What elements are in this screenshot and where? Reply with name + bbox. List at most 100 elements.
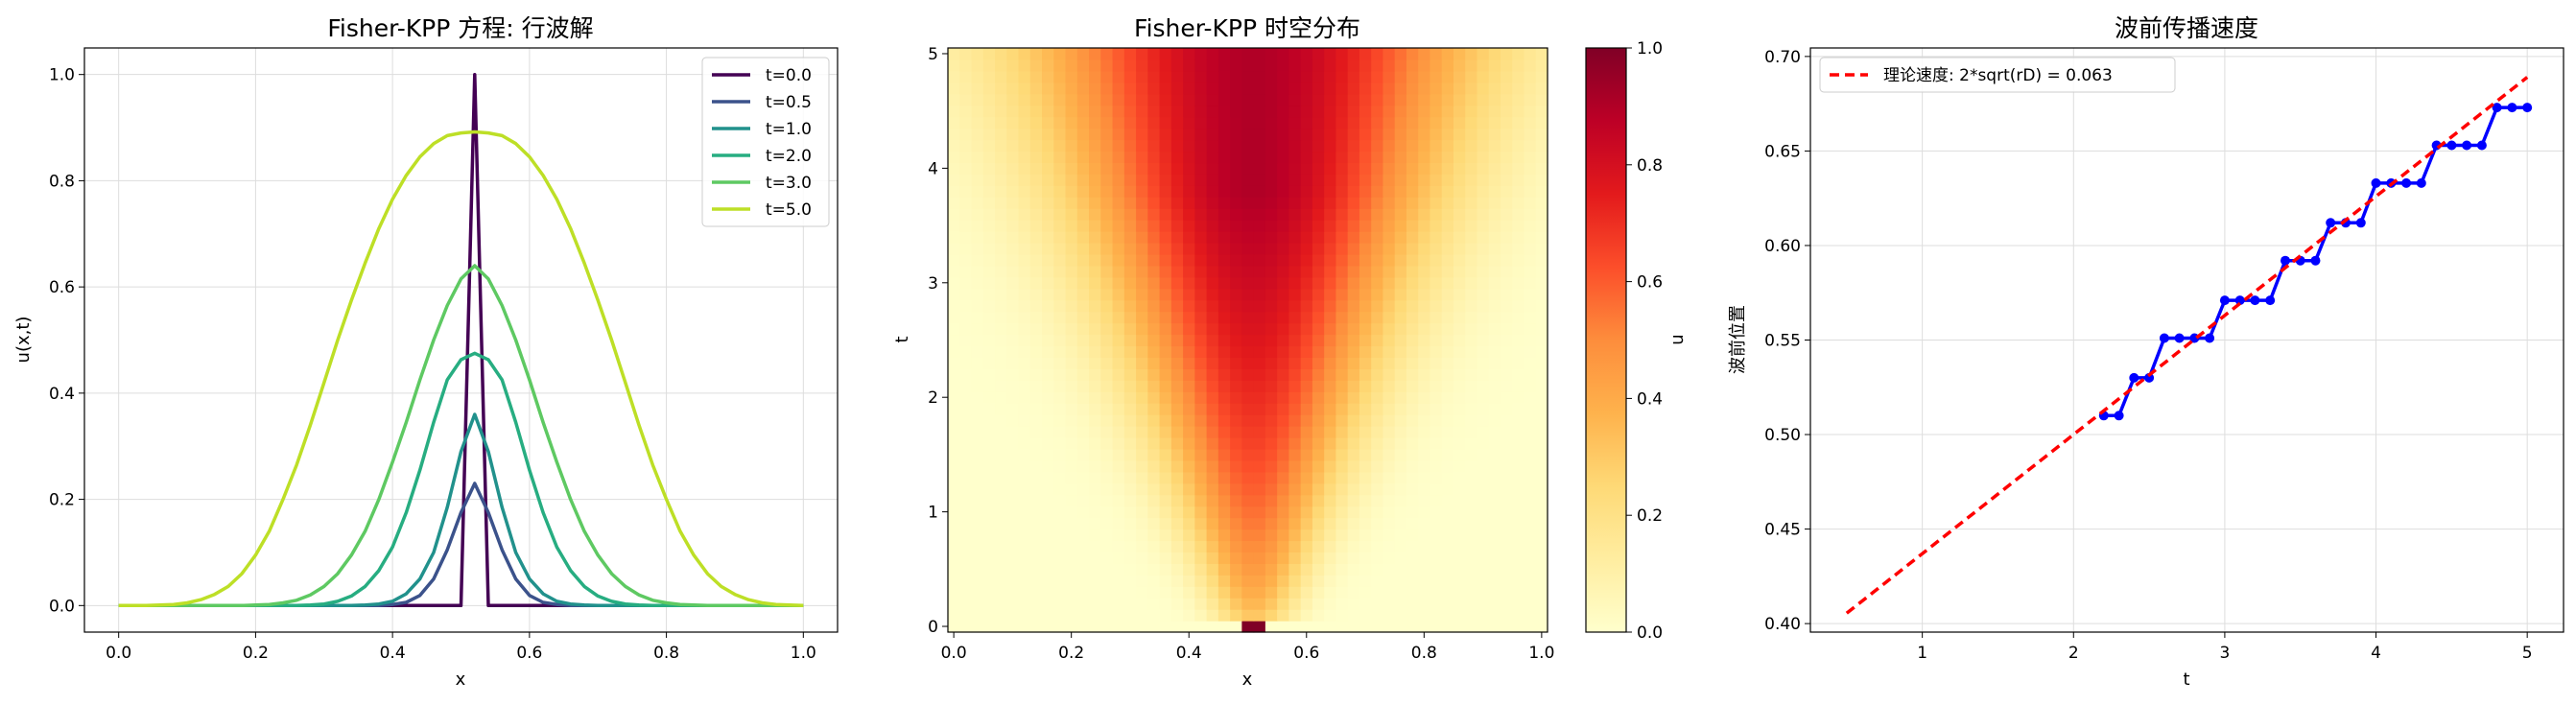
heatmap-cell bbox=[1277, 322, 1289, 336]
heatmap-cell bbox=[1089, 208, 1101, 221]
heatmap-cell bbox=[995, 253, 1007, 267]
heatmap-cell bbox=[982, 357, 996, 369]
heatmap-cell bbox=[1441, 174, 1454, 186]
heatmap-cell bbox=[1100, 586, 1114, 599]
heatmap-cell bbox=[1241, 598, 1255, 610]
heatmap-cell bbox=[1264, 357, 1278, 369]
heatmap-cell bbox=[1029, 334, 1043, 347]
heatmap-cell bbox=[1430, 93, 1443, 106]
heatmap-cell bbox=[1418, 403, 1431, 415]
heatmap-cell bbox=[1100, 48, 1114, 60]
heatmap-cell bbox=[1018, 598, 1031, 610]
heatmap-cell bbox=[1136, 459, 1148, 473]
heatmap-cell bbox=[1324, 322, 1337, 336]
heatmap-cell bbox=[1100, 414, 1114, 427]
heatmap-cell bbox=[1535, 265, 1548, 278]
heatmap-cell bbox=[1183, 414, 1195, 427]
heatmap-cell bbox=[1477, 70, 1490, 83]
heatmap-cell bbox=[1418, 139, 1431, 153]
heatmap-cell bbox=[995, 575, 1007, 587]
heatmap-cell bbox=[1359, 482, 1372, 496]
heatmap-cell bbox=[1406, 357, 1419, 369]
heatmap-cell bbox=[1217, 482, 1231, 496]
heatmap-cell bbox=[1217, 459, 1231, 473]
heatmap-cell bbox=[1300, 517, 1313, 530]
heatmap-cell bbox=[1359, 93, 1372, 106]
heatmap-cell bbox=[1512, 540, 1525, 553]
heatmap-cell bbox=[1264, 299, 1278, 313]
heatmap-cell bbox=[1112, 437, 1125, 450]
heatmap-cell bbox=[1347, 322, 1360, 336]
heatmap-cell bbox=[1018, 231, 1031, 244]
heatmap-cell bbox=[1394, 139, 1407, 153]
heatmap-cell bbox=[1123, 185, 1137, 198]
heatmap-cell bbox=[1430, 505, 1443, 519]
heatmap-cell bbox=[995, 471, 1007, 484]
heatmap-cell bbox=[1018, 345, 1031, 359]
heatmap-cell bbox=[1453, 48, 1466, 60]
heatmap-cell bbox=[1089, 609, 1101, 622]
heatmap-cell bbox=[948, 197, 960, 209]
heatmap-cell bbox=[1394, 243, 1407, 255]
heatmap-cell bbox=[982, 552, 996, 564]
heatmap-cell bbox=[1053, 82, 1067, 95]
heatmap-cell bbox=[1300, 253, 1313, 267]
heatmap-cell bbox=[1441, 139, 1454, 153]
colorbar-tick-label: 0.6 bbox=[1637, 273, 1663, 293]
heatmap-cell bbox=[948, 208, 960, 221]
heatmap-cell bbox=[1488, 380, 1501, 392]
heatmap-cell bbox=[1253, 322, 1266, 336]
heatmap-cell bbox=[1347, 162, 1360, 175]
heatmap-cell bbox=[1123, 391, 1137, 404]
heatmap-cell bbox=[1053, 151, 1067, 164]
heatmap-cell bbox=[1076, 621, 1090, 633]
panel-heatmap: Fisher-KPP 时空分布 0.0 0.2 0.4 0.6 0.8 1.0012345… bbox=[892, 14, 1688, 690]
heatmap-cell bbox=[1324, 368, 1337, 381]
heatmap-cell bbox=[1253, 437, 1266, 450]
heatmap-cell bbox=[1312, 448, 1325, 461]
heatmap-cell bbox=[1217, 185, 1231, 198]
heatmap-cell bbox=[1264, 288, 1278, 301]
heatmap-cell bbox=[995, 505, 1007, 519]
heatmap-cell bbox=[1430, 403, 1443, 415]
heatmap-cell bbox=[1371, 174, 1384, 186]
heatmap-cell bbox=[1524, 105, 1537, 118]
series-line-t-5-0 bbox=[118, 129, 804, 608]
heatmap-cell bbox=[1347, 59, 1360, 72]
heatmap-cell bbox=[1136, 162, 1148, 175]
heatmap-cell bbox=[1335, 322, 1349, 336]
heatmap-cell bbox=[1136, 391, 1148, 404]
heatmap-cell bbox=[1312, 517, 1325, 530]
heatmap-cell bbox=[982, 231, 996, 244]
heatmap-cell bbox=[1018, 116, 1031, 129]
heatmap-cell bbox=[1241, 471, 1255, 484]
heatmap-cell bbox=[1430, 552, 1443, 564]
heatmap-cell bbox=[1053, 243, 1067, 255]
heatmap-cell bbox=[948, 482, 960, 496]
heatmap-cell bbox=[1053, 139, 1067, 153]
heatmap-cell bbox=[1123, 93, 1137, 106]
heatmap-cell bbox=[1159, 448, 1172, 461]
heatmap-cell bbox=[1206, 208, 1219, 221]
heatmap-cell bbox=[1112, 598, 1125, 610]
heatmap-cell bbox=[1394, 93, 1407, 106]
heatmap-cell bbox=[1477, 482, 1490, 496]
heatmap-cell bbox=[1383, 231, 1396, 244]
heatmap-cell bbox=[1406, 82, 1419, 95]
heatmap-cell bbox=[1170, 414, 1184, 427]
heatmap-cell bbox=[1147, 334, 1161, 347]
heatmap-cell bbox=[1029, 403, 1043, 415]
heatmap-cell bbox=[1241, 368, 1255, 381]
heatmap-cell bbox=[1535, 437, 1548, 450]
heatmap-cell bbox=[982, 59, 996, 72]
heatmap-cell bbox=[1288, 48, 1302, 60]
heatmap-cell bbox=[1488, 621, 1501, 633]
front-position-point bbox=[2281, 255, 2290, 266]
heatmap-cell bbox=[1194, 621, 1208, 633]
heatmap-cell bbox=[1335, 128, 1349, 141]
heatmap-cell bbox=[1300, 93, 1313, 106]
heatmap-cell bbox=[1277, 220, 1289, 232]
heatmap-cell bbox=[1112, 48, 1125, 60]
heatmap-cell bbox=[1100, 437, 1114, 450]
heatmap-cell bbox=[1159, 59, 1172, 72]
